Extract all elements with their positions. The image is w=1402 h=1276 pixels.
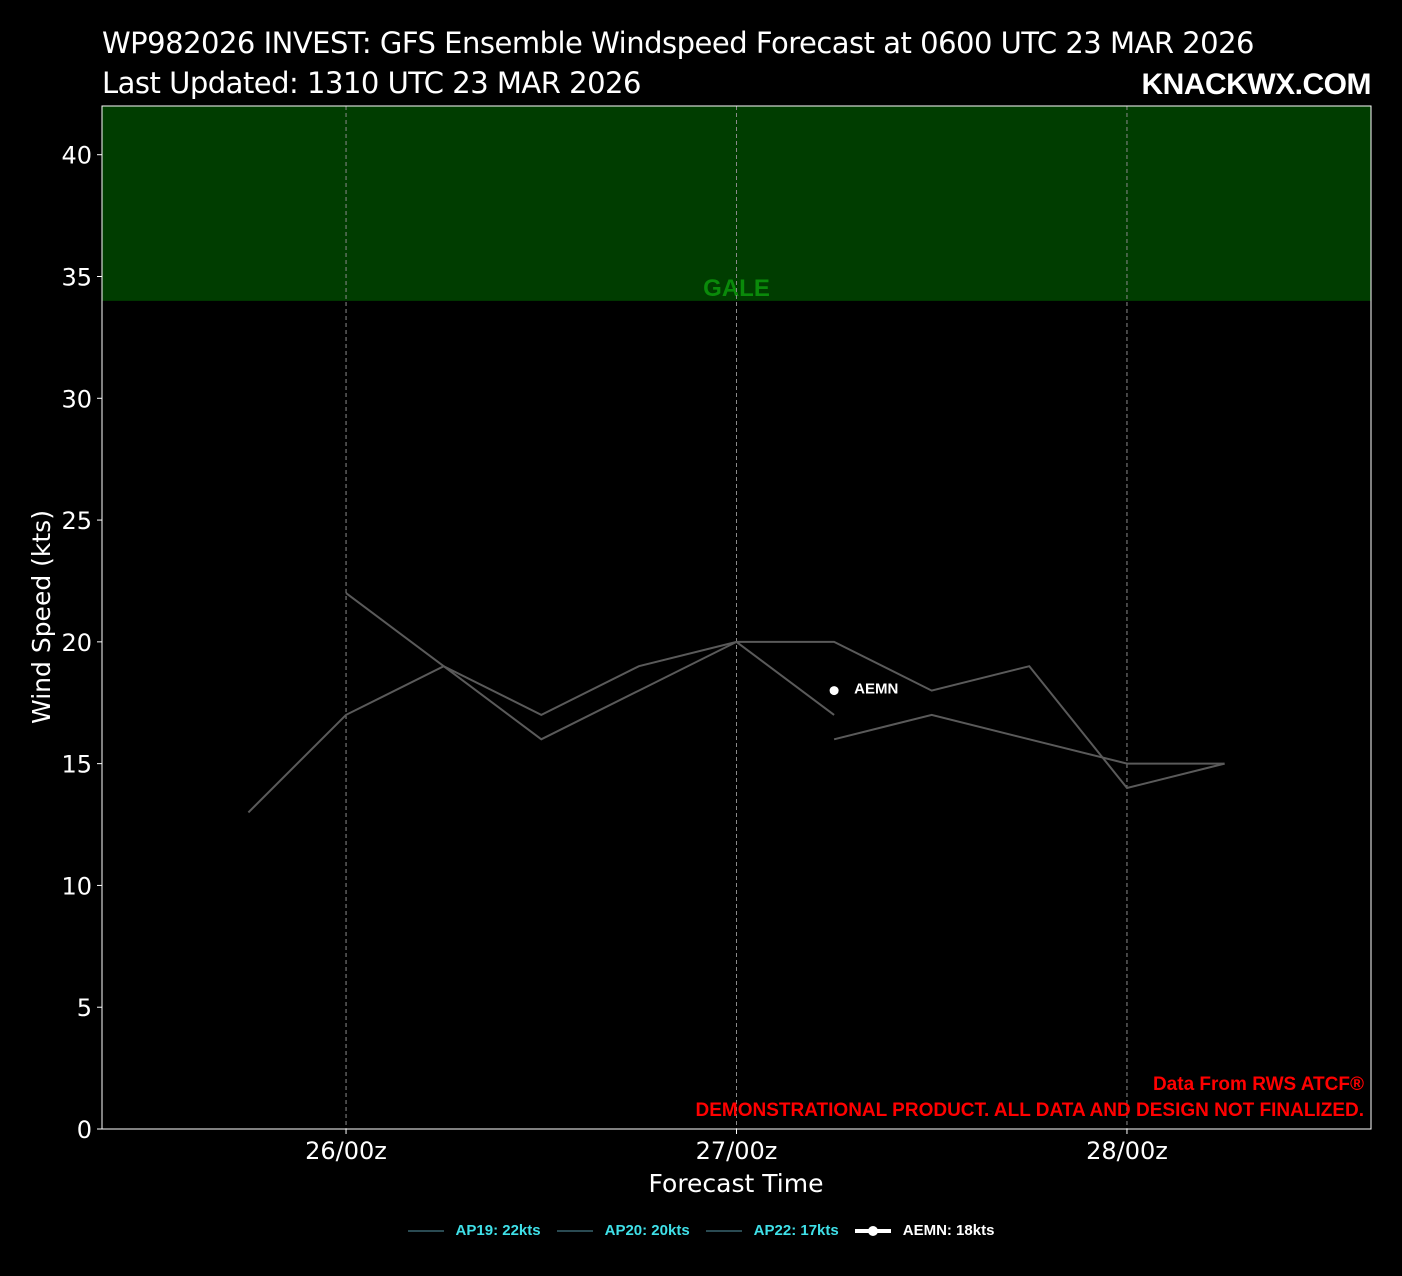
y-tick-label: 20 [61, 629, 92, 657]
chart-title: WP982026 INVEST: GFS Ensemble Windspeed … [102, 26, 1255, 60]
legend-label: AP22: 17kts [753, 1222, 839, 1239]
source-annotation: Data From RWS ATCF® [1153, 1074, 1364, 1095]
x-tick-label: 28/00z [1086, 1137, 1168, 1165]
chart-subtitle: Last Updated: 1310 UTC 23 MAR 2026 [102, 66, 641, 100]
legend-item-ap20: AP20: 20kts [556, 1222, 690, 1239]
y-tick-label: 30 [61, 385, 92, 413]
legend-swatch [556, 1229, 593, 1232]
point-label-aemn: AEMN [854, 681, 898, 698]
series-point-aemn [829, 686, 839, 696]
y-tick-label: 15 [61, 751, 92, 779]
legend-item-ap19: AP19: 22kts [407, 1222, 541, 1239]
legend-item-ap22: AP22: 17kts [705, 1222, 839, 1239]
x-tick-label: 27/00z [696, 1137, 778, 1165]
legend-item-aemn: AEMN: 18kts [854, 1222, 995, 1239]
y-tick-label: 5 [77, 994, 92, 1022]
series-line-ap22 [833, 713, 1225, 765]
legend-label: AP19: 22kts [455, 1222, 541, 1239]
series-line-ap20 [247, 640, 1225, 814]
y-tick-label: 10 [61, 872, 92, 900]
x-axis-label: Forecast Time [649, 1169, 824, 1198]
legend-swatch [407, 1229, 444, 1232]
legend-swatch [705, 1229, 742, 1232]
y-tick-label: 25 [61, 507, 92, 535]
y-tick-label: 35 [61, 264, 92, 292]
chart-legend: AP19: 22kts AP20: 20kts AP22: 17kts AEMN… [0, 1222, 1402, 1239]
legend-label: AEMN: 18kts [902, 1222, 995, 1239]
x-tick-label: 26/00z [305, 1137, 387, 1165]
series-line-ap19 [345, 592, 835, 741]
brand-logo-text: KNACKWX.COM [1141, 68, 1372, 101]
y-tick-label: 0 [77, 1116, 92, 1144]
legend-label: AP20: 20kts [604, 1222, 690, 1239]
y-axis-label: Wind Speed (kts) [27, 510, 56, 724]
disclaimer-annotation: DEMONSTRATIONAL PRODUCT. ALL DATA AND DE… [696, 1100, 1365, 1121]
y-tick-label: 40 [61, 142, 92, 170]
legend-swatch [854, 1225, 891, 1236]
